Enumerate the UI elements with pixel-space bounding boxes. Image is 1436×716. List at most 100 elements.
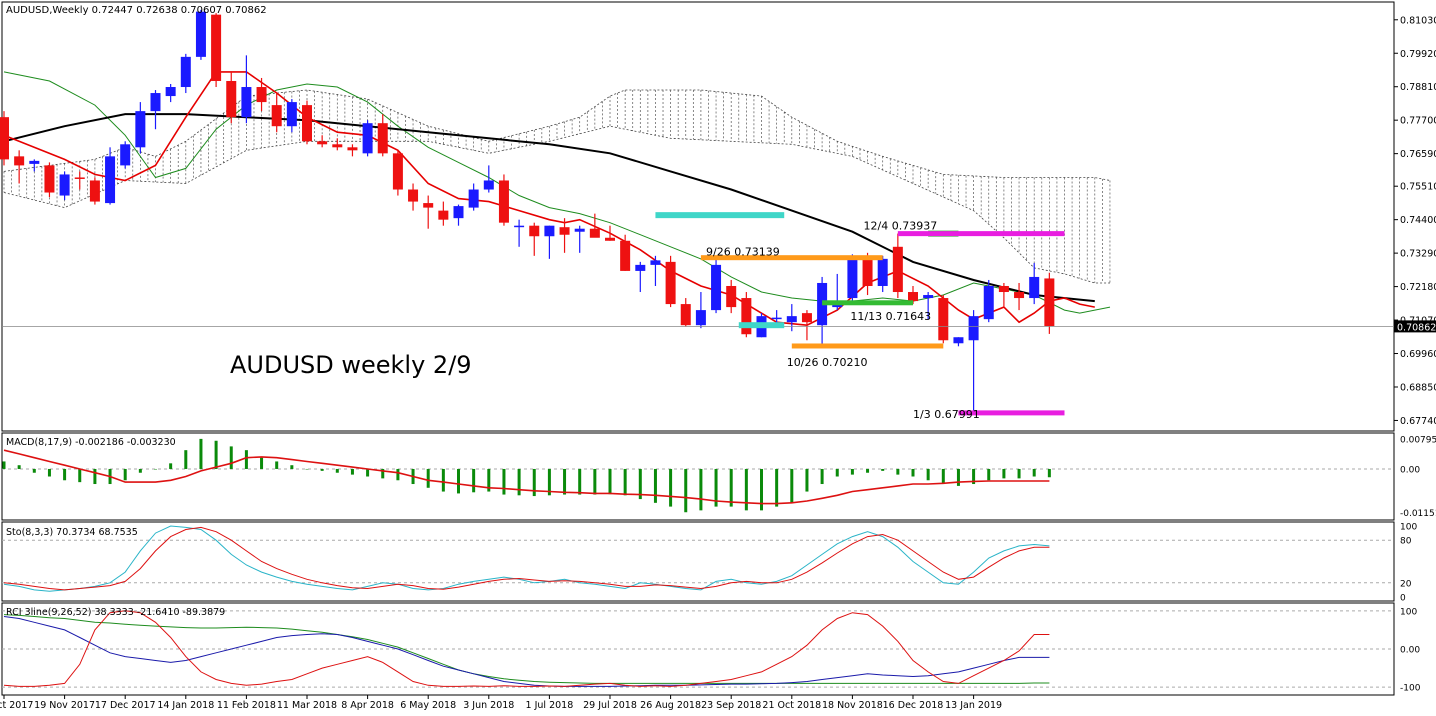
candle-bull	[847, 255, 858, 299]
macd-bar	[805, 468, 809, 492]
macd-bar	[123, 468, 127, 481]
macd-bar	[305, 468, 309, 470]
macd-bar	[820, 468, 824, 485]
annotation-levels: 9/26 0.73139 12/4 0.73937 11/13 0.71643 10/…	[655, 212, 1065, 421]
macd-bar	[169, 463, 173, 469]
candle-bull	[695, 310, 706, 326]
candle-bull	[786, 316, 797, 323]
date-tick-label: 23 Sep 2018	[701, 700, 761, 711]
candle-bull	[180, 56, 191, 88]
macd-bar	[214, 440, 218, 469]
macd-bar	[487, 468, 491, 492]
candle-bull	[135, 111, 146, 148]
macd-bar	[547, 468, 551, 496]
date-tick-label: 14 Jan 2018	[157, 700, 214, 711]
macd-bar	[653, 468, 657, 503]
candle-bear	[256, 87, 267, 103]
price-tick-label: 0.73290	[1400, 249, 1436, 260]
macd-bar	[517, 468, 521, 496]
candle-bull	[544, 225, 555, 237]
candle-bull	[771, 317, 782, 320]
macd-bar	[744, 468, 748, 511]
macd-bar	[441, 468, 445, 492]
date-tick-label: 3 Jun 2018	[463, 700, 514, 711]
candle-bear	[680, 304, 691, 326]
macd-bar	[1017, 468, 1021, 479]
macd-bar	[2, 461, 6, 469]
rci-short-line	[3, 610, 1050, 687]
macd-bar	[244, 450, 248, 469]
candle-bull	[241, 87, 252, 118]
level-bar	[897, 231, 1065, 237]
macd-bar	[729, 468, 733, 507]
macd-bar	[714, 468, 718, 507]
current-price-label: 0.70862	[1397, 322, 1436, 333]
macd-bar	[1047, 468, 1051, 478]
candle-bear	[347, 147, 358, 151]
candle-bear	[271, 105, 282, 127]
price-tick-label: 0.76590	[1400, 149, 1436, 160]
macd-bar	[426, 468, 430, 488]
macd-bar	[78, 468, 82, 483]
macd-bar	[1032, 468, 1036, 477]
rci-mid-line	[3, 616, 1050, 687]
macd-bar	[532, 468, 536, 497]
candle-bear	[44, 165, 55, 193]
level-label: 9/26 0.73139	[706, 246, 780, 259]
candle-bull	[574, 228, 585, 232]
candle-bear	[529, 225, 540, 237]
level-bar	[958, 410, 1065, 416]
date-tick-label: 29 Jul 2018	[583, 700, 637, 711]
date-tick-label: 18 Nov 2018	[822, 700, 883, 711]
macd-tick-label: 0.00	[1400, 465, 1420, 475]
level-label: 1/3 0.67991	[913, 408, 980, 421]
candle-bear	[438, 210, 449, 220]
level-label: 12/4 0.73937	[864, 220, 938, 233]
macd-bar	[17, 465, 21, 469]
price-tick-label: 0.72180	[1400, 282, 1436, 293]
macd-bar	[184, 450, 188, 469]
macd-bar	[32, 468, 36, 473]
candle-bull	[983, 285, 994, 320]
macd-bar	[987, 468, 991, 481]
date-tick-label: 19 Nov 2017	[34, 700, 95, 711]
macd-bar	[941, 468, 945, 485]
macd-bar	[47, 468, 51, 477]
rci-panel: 100 0.00 -100	[2, 607, 1421, 694]
rci-label: RCI 3line(9,26,52) 38.3333 -21.6410 -89.…	[6, 607, 225, 618]
candle-bear	[302, 105, 312, 142]
price-tick-label: 0.74400	[1400, 215, 1436, 226]
candle-bear	[74, 177, 85, 179]
candle-bear	[741, 298, 752, 335]
candle-bull	[635, 264, 646, 271]
price-tick-label: 0.68850	[1400, 382, 1436, 393]
sto-tick-label: 100	[1400, 523, 1417, 533]
stochastic-panel: 100 80 20 0	[2, 523, 1417, 604]
macd-bar	[502, 468, 506, 495]
macd-bar	[790, 468, 794, 503]
candle-bear	[862, 255, 873, 286]
macd-bar	[669, 468, 673, 507]
price-tick-label: 0.81030	[1400, 15, 1436, 26]
sto-main-line	[3, 525, 1050, 592]
price-tick-label: 0.78810	[1400, 82, 1436, 93]
price-tick-label: 0.69960	[1400, 349, 1436, 360]
price-tick-label: 0.79920	[1400, 49, 1436, 60]
candle-bear	[726, 285, 737, 308]
date-tick-label: 22 Oct 2017	[0, 700, 33, 711]
chart-header: AUDUSD,Weekly 0.72447 0.72638 0.70607 0.…	[6, 5, 267, 16]
macd-bar	[93, 468, 97, 485]
overlay-title: AUDUSD weekly 2/9	[230, 351, 472, 379]
macd-bar	[260, 457, 264, 469]
macd-label: MACD(8,17,9) -0.002186 -0.003230	[6, 437, 176, 448]
ma-green-line	[3, 71, 1111, 314]
ichimoku-cloud	[3, 89, 1111, 284]
date-tick-label: 17 Dec 2017	[95, 700, 156, 711]
candle-bull	[453, 206, 464, 219]
candle-bull	[1029, 276, 1040, 299]
rci-tick-label: 100	[1400, 607, 1417, 617]
candle-bull	[150, 93, 161, 112]
macd-bar	[593, 468, 597, 495]
candle-bull	[195, 11, 206, 57]
macd-bar	[881, 468, 885, 471]
